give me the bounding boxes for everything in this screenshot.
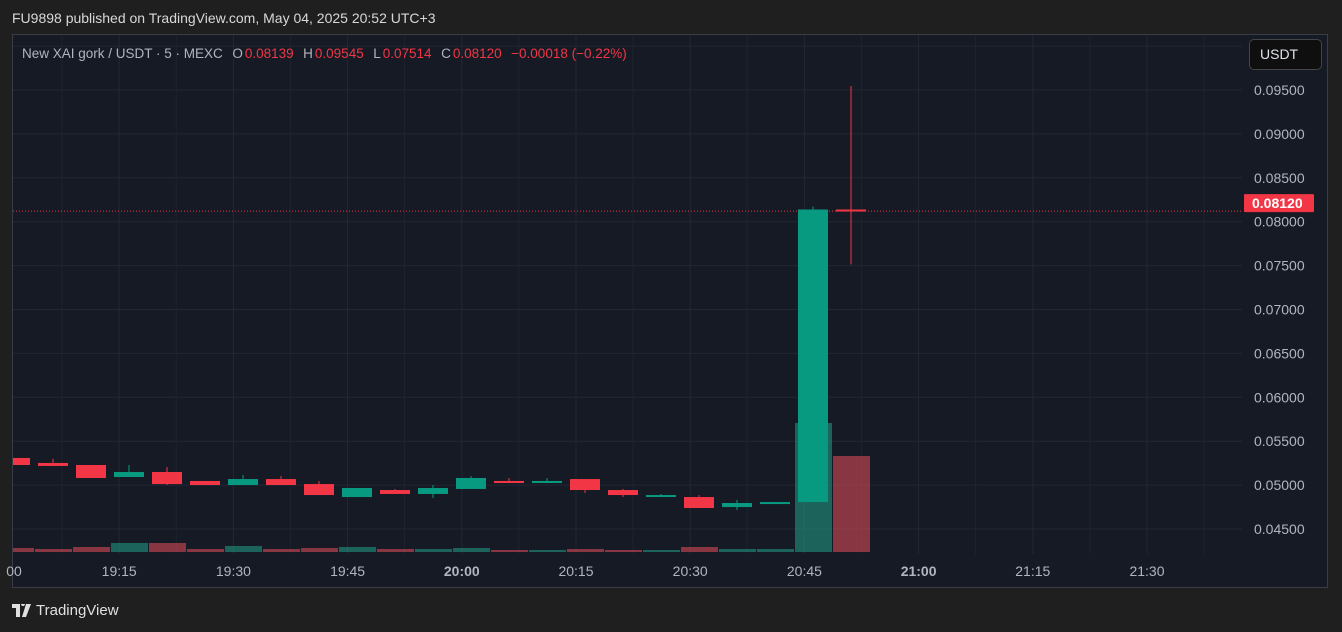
volume-bar xyxy=(377,549,414,552)
price-tick-label: 0.06000 xyxy=(1254,389,1305,405)
last-price-badge xyxy=(1244,194,1314,213)
price-tick-label: 0.09500 xyxy=(1254,82,1305,98)
legend-change: −0.00018 (−0.22%) xyxy=(511,46,627,61)
price-tick-label: 0.05500 xyxy=(1254,433,1305,449)
volume-bar xyxy=(567,549,604,552)
volume-bar xyxy=(73,547,110,552)
time-tick-label: 20:15 xyxy=(558,563,593,579)
time-tick-label: 19:45 xyxy=(330,563,365,579)
volume-bar xyxy=(415,549,452,552)
legend-c-label: C xyxy=(441,46,451,61)
candle-body xyxy=(380,490,410,494)
candle-body xyxy=(570,479,600,491)
price-tick-label: 0.06500 xyxy=(1254,345,1305,361)
legend-o-label: O xyxy=(232,46,243,61)
volume-bar xyxy=(263,549,300,552)
candle-body xyxy=(608,490,638,496)
candle-body xyxy=(114,472,144,478)
candle-body xyxy=(646,495,676,498)
price-tick-label: 0.04500 xyxy=(1254,521,1305,537)
volume-bar xyxy=(149,543,186,552)
currency-button[interactable]: USDT xyxy=(1249,39,1322,70)
volume-bar xyxy=(681,547,718,552)
candle-body xyxy=(798,209,828,503)
volume-bar xyxy=(643,550,680,552)
brand-label: TradingView xyxy=(36,602,119,619)
price-tick-label: 0.08500 xyxy=(1254,170,1305,186)
time-tick-label: 21:30 xyxy=(1129,563,1164,579)
volume-bar xyxy=(187,549,224,552)
candle-body xyxy=(836,209,866,212)
candle-body xyxy=(266,479,296,486)
candle-body xyxy=(152,472,182,485)
candle-body xyxy=(228,479,258,486)
volume-bar xyxy=(453,548,490,552)
volume-bar xyxy=(13,548,34,552)
tradingview-brand[interactable]: TradingView xyxy=(12,602,119,619)
candle-body xyxy=(418,487,448,494)
candle-body xyxy=(190,480,220,486)
candle-body xyxy=(38,462,68,466)
candle-body xyxy=(684,497,714,509)
volume-bar xyxy=(111,543,148,552)
volume-bar xyxy=(339,547,376,552)
publisher-line: FU9898 published on TradingView.com, May… xyxy=(12,10,436,26)
price-tick-label: 0.07500 xyxy=(1254,258,1305,274)
time-tick-label: 00 xyxy=(6,563,22,579)
candle-body xyxy=(494,480,524,483)
volume-bar xyxy=(301,548,338,552)
volume-bar xyxy=(529,550,566,552)
time-tick-label: 19:15 xyxy=(102,563,137,579)
candle-body xyxy=(342,487,372,498)
volume-bar xyxy=(225,546,262,552)
legend-close: 0.08120 xyxy=(452,46,502,61)
time-tick-label: 19:30 xyxy=(216,563,251,579)
volume-bar xyxy=(491,550,528,552)
last-price-label: 0.08120 xyxy=(1252,195,1303,211)
candle-body xyxy=(532,480,562,483)
volume-bar xyxy=(757,549,794,552)
price-tick-label: 0.05000 xyxy=(1254,477,1305,493)
candle-body xyxy=(13,457,30,465)
legend-open: 0.08139 xyxy=(244,46,294,61)
time-tick-label: 21:00 xyxy=(901,563,937,579)
legend-high: 0.09545 xyxy=(314,46,364,61)
candle-body xyxy=(722,503,752,508)
candle-body xyxy=(760,502,790,505)
volume-bar xyxy=(833,456,870,552)
price-tick-label: 0.07000 xyxy=(1254,302,1305,318)
chart-legend: New XAI gork / USDT · 5 · MEXC O 0.08139 … xyxy=(22,46,629,61)
time-tick-label: 20:45 xyxy=(787,563,822,579)
time-tick-label: 20:00 xyxy=(444,563,480,579)
tradingview-logo-icon xyxy=(12,604,31,617)
legend-l-label: L xyxy=(373,46,381,61)
time-tick-label: 21:15 xyxy=(1015,563,1050,579)
price-tick-label: 0.08000 xyxy=(1254,214,1305,230)
legend-h-label: H xyxy=(303,46,313,61)
volume-bar xyxy=(605,550,642,552)
price-tick-label: 0.09000 xyxy=(1254,126,1305,142)
time-tick-label: 20:30 xyxy=(673,563,708,579)
candle-body xyxy=(456,477,486,489)
candle-body xyxy=(304,484,334,496)
volume-bar xyxy=(719,549,756,552)
volume-bar xyxy=(35,549,72,552)
legend-symbol: New XAI gork / USDT · 5 · MEXC xyxy=(22,46,223,61)
candle-body xyxy=(76,464,106,478)
legend-low: 0.07514 xyxy=(382,46,432,61)
plot-area xyxy=(13,35,1242,554)
